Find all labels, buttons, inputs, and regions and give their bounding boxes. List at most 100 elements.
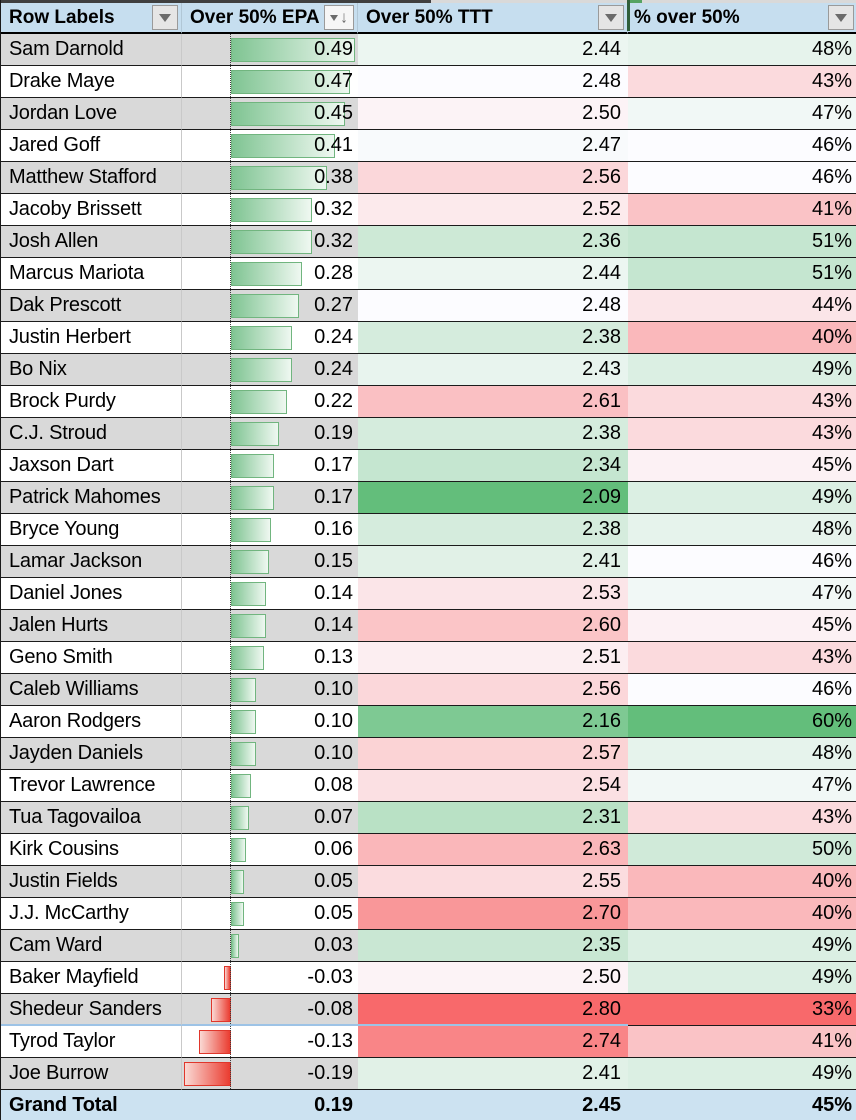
epa-value-cell[interactable]: 0.41 [182,130,358,162]
ttt-value-cell[interactable]: 2.50 [358,98,628,130]
player-name-cell[interactable]: Kirk Cousins [1,834,182,866]
pct-value-cell[interactable]: 46% [628,546,856,578]
ttt-filter-button[interactable] [598,5,624,30]
player-name-cell[interactable]: Daniel Jones [1,578,182,610]
ttt-value-cell[interactable]: 2.48 [358,290,628,322]
player-name-cell[interactable]: Justin Herbert [1,322,182,354]
ttt-value-cell[interactable]: 2.80 [358,994,628,1026]
player-name-cell[interactable]: Drake Maye [1,66,182,98]
player-name-cell[interactable]: Dak Prescott [1,290,182,322]
ttt-value-cell[interactable]: 2.55 [358,866,628,898]
ttt-value-cell[interactable]: 2.43 [358,354,628,386]
player-name-cell[interactable]: Geno Smith [1,642,182,674]
epa-value-cell[interactable]: -0.03 [182,962,358,994]
player-name-cell[interactable]: Jared Goff [1,130,182,162]
pct-value-cell[interactable]: 45% [628,610,856,642]
ttt-value-cell[interactable]: 2.48 [358,66,628,98]
pct-filter-button[interactable] [828,5,854,30]
ttt-value-cell[interactable]: 2.63 [358,834,628,866]
epa-value-cell[interactable]: 0.10 [182,674,358,706]
player-name-cell[interactable]: Shedeur Sanders [1,994,182,1026]
player-name-cell[interactable]: Lamar Jackson [1,546,182,578]
epa-value-cell[interactable]: 0.05 [182,866,358,898]
pct-value-cell[interactable]: 48% [628,738,856,770]
player-name-cell[interactable]: J.J. McCarthy [1,898,182,930]
epa-value-cell[interactable]: 0.19 [182,418,358,450]
ttt-value-cell[interactable]: 2.38 [358,322,628,354]
pct-value-cell[interactable]: 47% [628,770,856,802]
player-name-cell[interactable]: Jaxson Dart [1,450,182,482]
ttt-value-cell[interactable]: 2.41 [358,546,628,578]
ttt-value-cell[interactable]: 2.57 [358,738,628,770]
epa-value-cell[interactable]: 0.05 [182,898,358,930]
player-name-cell[interactable]: Trevor Lawrence [1,770,182,802]
epa-value-cell[interactable]: 0.27 [182,290,358,322]
ttt-value-cell[interactable]: 2.56 [358,162,628,194]
ttt-value-cell[interactable]: 2.61 [358,386,628,418]
ttt-value-cell[interactable]: 2.47 [358,130,628,162]
player-name-cell[interactable]: Tyrod Taylor [1,1026,182,1058]
pct-value-cell[interactable]: 49% [628,1058,856,1090]
pct-value-cell[interactable]: 46% [628,130,856,162]
pct-value-cell[interactable]: 47% [628,578,856,610]
epa-value-cell[interactable]: 0.14 [182,610,358,642]
player-name-cell[interactable]: Bryce Young [1,514,182,546]
ttt-value-cell[interactable]: 2.53 [358,578,628,610]
player-name-cell[interactable]: Justin Fields [1,866,182,898]
pct-value-cell[interactable]: 44% [628,290,856,322]
player-name-cell[interactable]: Patrick Mahomes [1,482,182,514]
epa-value-cell[interactable]: 0.10 [182,738,358,770]
pct-value-cell[interactable]: 51% [628,226,856,258]
epa-value-cell[interactable]: -0.08 [182,994,358,1026]
grand-total-pct-cell[interactable]: 45% [628,1090,856,1120]
player-name-cell[interactable]: Baker Mayfield [1,962,182,994]
player-name-cell[interactable]: Marcus Mariota [1,258,182,290]
pct-value-cell[interactable]: 43% [628,66,856,98]
ttt-value-cell[interactable]: 2.50 [358,962,628,994]
ttt-value-cell[interactable]: 2.54 [358,770,628,802]
pct-value-cell[interactable]: 49% [628,930,856,962]
pct-value-cell[interactable]: 49% [628,354,856,386]
ttt-value-cell[interactable]: 2.09 [358,482,628,514]
ttt-value-cell[interactable]: 2.44 [358,258,628,290]
pct-value-cell[interactable]: 51% [628,258,856,290]
ttt-value-cell[interactable]: 2.56 [358,674,628,706]
ttt-value-cell[interactable]: 2.16 [358,706,628,738]
player-name-cell[interactable]: Josh Allen [1,226,182,258]
epa-value-cell[interactable]: 0.15 [182,546,358,578]
pct-value-cell[interactable]: 43% [628,418,856,450]
header-ttt[interactable]: Over 50% TTT [358,3,628,34]
epa-value-cell[interactable]: 0.32 [182,194,358,226]
epa-value-cell[interactable]: 0.49 [182,34,358,66]
ttt-value-cell[interactable]: 2.36 [358,226,628,258]
header-pct[interactable]: % over 50% [628,3,856,34]
ttt-value-cell[interactable]: 2.44 [358,34,628,66]
pct-value-cell[interactable]: 49% [628,962,856,994]
pct-value-cell[interactable]: 50% [628,834,856,866]
epa-value-cell[interactable]: 0.16 [182,514,358,546]
player-name-cell[interactable]: Caleb Williams [1,674,182,706]
ttt-value-cell[interactable]: 2.34 [358,450,628,482]
epa-value-cell[interactable]: 0.22 [182,386,358,418]
header-row-labels[interactable]: Row Labels [1,3,182,34]
player-name-cell[interactable]: Jalen Hurts [1,610,182,642]
epa-value-cell[interactable]: 0.14 [182,578,358,610]
pct-value-cell[interactable]: 43% [628,386,856,418]
pct-value-cell[interactable]: 33% [628,994,856,1026]
pct-value-cell[interactable]: 48% [628,34,856,66]
epa-value-cell[interactable]: -0.13 [182,1026,358,1058]
pct-value-cell[interactable]: 46% [628,162,856,194]
epa-value-cell[interactable]: 0.17 [182,482,358,514]
ttt-value-cell[interactable]: 2.70 [358,898,628,930]
header-epa[interactable]: Over 50% EPA ↓ [182,3,358,34]
player-name-cell[interactable]: Sam Darnold [1,34,182,66]
player-name-cell[interactable]: Jacoby Brissett [1,194,182,226]
player-name-cell[interactable]: Cam Ward [1,930,182,962]
pct-value-cell[interactable]: 45% [628,450,856,482]
epa-value-cell[interactable]: 0.24 [182,322,358,354]
grand-total-ttt-cell[interactable]: 2.45 [358,1090,628,1120]
grand-total-label-cell[interactable]: Grand Total [1,1090,182,1120]
pct-value-cell[interactable]: 40% [628,866,856,898]
player-name-cell[interactable]: Jayden Daniels [1,738,182,770]
player-name-cell[interactable]: Bo Nix [1,354,182,386]
